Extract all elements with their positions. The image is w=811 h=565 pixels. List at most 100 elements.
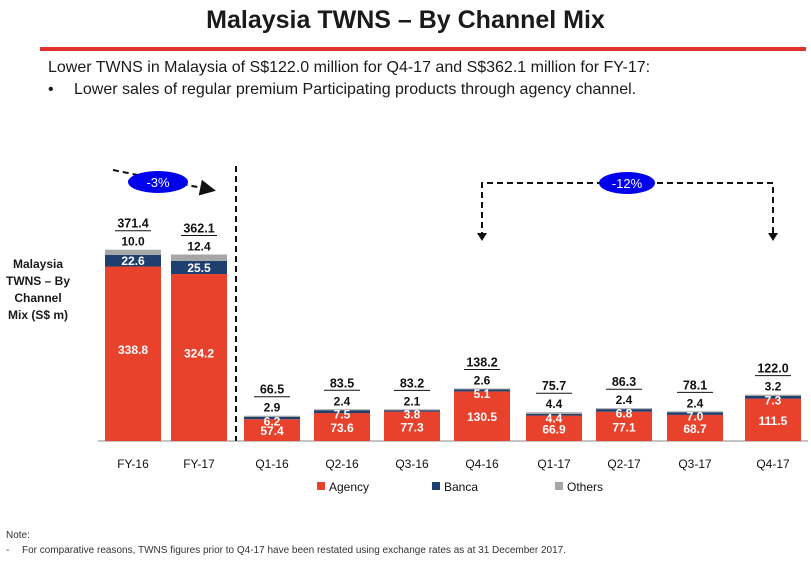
label-total-Q3-17: 78.1 xyxy=(683,378,707,392)
bar-others-Q2-17 xyxy=(596,408,652,410)
legend-swatch-banca xyxy=(432,482,440,490)
label-agency-Q2-16: 73.6 xyxy=(330,421,354,435)
label-total-Q4-16: 138.2 xyxy=(466,355,497,369)
tick-label-FY-16: FY-16 xyxy=(117,457,149,471)
label-others-Q2-16: 2.4 xyxy=(334,394,351,408)
tick-label-Q4-16: Q4-16 xyxy=(465,457,499,471)
label-banca-FY-16: 22.6 xyxy=(121,254,145,268)
headline-text: Lower TWNS in Malaysia of S$122.0 millio… xyxy=(48,59,651,76)
note-body: For comparative reasons, TWNS figures pr… xyxy=(22,545,566,556)
legend-swatch-others xyxy=(555,482,563,490)
label-others-Q1-16: 2.9 xyxy=(264,401,281,415)
quarterly-change-badge xyxy=(599,172,655,194)
bar-others-Q4-17 xyxy=(745,394,801,396)
bar-others-Q2-16 xyxy=(314,409,370,411)
bar-banca-Q1-17 xyxy=(526,413,582,416)
bar-agency-Q2-17 xyxy=(596,411,652,441)
title-rule xyxy=(40,47,806,51)
label-total-Q3-16: 83.2 xyxy=(400,376,424,390)
label-others-FY-17: 12.4 xyxy=(187,240,211,254)
label-others-Q3-16: 2.1 xyxy=(404,394,421,408)
tick-label-Q1-17: Q1-17 xyxy=(537,457,571,471)
bar-banca-FY-17 xyxy=(171,260,227,275)
label-agency-Q3-17: 68.7 xyxy=(683,422,707,436)
legend-swatch-agency xyxy=(317,482,325,490)
label-banca-Q3-16: 3.8 xyxy=(404,408,421,422)
bullet-item: • Lower sales of regular premium Particip… xyxy=(48,81,636,99)
bar-others-Q3-17 xyxy=(667,411,723,413)
tick-label-Q1-16: Q1-16 xyxy=(255,457,289,471)
bar-agency-Q1-17 xyxy=(526,415,582,441)
bar-agency-FY-16 xyxy=(105,266,161,441)
y-axis-label: Malaysia TWNS – By Channel Mix (S$ m) xyxy=(5,257,70,322)
page-title: Malaysia TWNS – By Channel Mix xyxy=(206,6,605,34)
tick-label-Q2-16: Q2-16 xyxy=(325,457,359,471)
bar-others-Q3-16 xyxy=(384,409,440,411)
label-agency-Q4-17: 111.5 xyxy=(759,414,788,428)
label-banca-Q4-17: 7.3 xyxy=(765,393,782,407)
bullet-dot: • xyxy=(48,81,54,98)
bar-banca-Q2-17 xyxy=(596,409,652,412)
label-banca-Q1-17: 4.4 xyxy=(546,411,563,425)
label-total-Q2-17: 86.3 xyxy=(612,375,636,389)
bar-banca-Q3-17 xyxy=(667,412,723,415)
label-total-FY-17: 362.1 xyxy=(183,222,214,236)
annual-change-badge xyxy=(128,171,188,193)
label-agency-FY-17: 324.2 xyxy=(184,347,214,361)
bullet-text: Lower sales of regular premium Participa… xyxy=(74,81,637,98)
bar-agency-Q2-16 xyxy=(314,413,370,441)
tick-label-Q4-17: Q4-17 xyxy=(756,457,790,471)
bracket-arrow-right xyxy=(768,233,778,241)
bar-banca-Q4-17 xyxy=(745,395,801,399)
label-banca-Q4-16: 5.1 xyxy=(474,387,491,401)
label-agency-Q2-17: 77.1 xyxy=(612,420,636,434)
tick-label-Q2-17: Q2-17 xyxy=(607,457,641,471)
bar-others-Q1-17 xyxy=(526,412,582,414)
label-total-Q2-16: 83.5 xyxy=(330,376,354,390)
bar-banca-FY-16 xyxy=(105,254,161,267)
bar-agency-Q3-16 xyxy=(384,411,440,441)
bar-others-FY-16 xyxy=(105,249,161,255)
bracket-arrow-left xyxy=(477,233,487,241)
annual-change-label: -3% xyxy=(146,175,170,190)
legend-label-others: Others xyxy=(567,480,603,494)
bar-others-FY-17 xyxy=(171,254,227,261)
label-agency-Q1-17: 66.9 xyxy=(542,422,566,436)
label-others-FY-16: 10.0 xyxy=(121,235,145,249)
bar-agency-FY-17 xyxy=(171,274,227,441)
bar-agency-Q4-17 xyxy=(745,398,801,441)
bar-agency-Q3-17 xyxy=(667,414,723,441)
label-others-Q1-17: 4.4 xyxy=(546,397,563,411)
bar-banca-Q3-16 xyxy=(384,410,440,412)
quarterly-change-label: -12% xyxy=(612,176,643,191)
note-dash: - xyxy=(6,545,10,556)
legend-label-banca: Banca xyxy=(444,480,478,494)
note-title: Note: xyxy=(6,530,30,541)
label-total-FY-16: 371.4 xyxy=(117,217,148,231)
label-others-Q4-17: 3.2 xyxy=(765,380,782,394)
label-banca-Q2-17: 6.8 xyxy=(616,407,633,421)
bar-agency-Q1-16 xyxy=(244,419,300,441)
tick-label-FY-17: FY-17 xyxy=(183,457,215,471)
label-others-Q2-17: 2.4 xyxy=(616,393,633,407)
label-others-Q3-17: 2.4 xyxy=(687,396,704,410)
bar-others-Q1-16 xyxy=(244,415,300,417)
tick-label-Q3-17: Q3-17 xyxy=(678,457,712,471)
label-total-Q1-16: 66.5 xyxy=(260,383,284,397)
legend-label-agency: Agency xyxy=(329,480,369,494)
label-agency-Q1-16: 57.4 xyxy=(260,424,284,438)
label-banca-FY-17: 25.5 xyxy=(187,261,211,275)
label-banca-Q2-16: 7.5 xyxy=(334,408,351,422)
label-banca-Q3-17: 7.0 xyxy=(687,410,704,424)
bar-banca-Q4-16 xyxy=(454,389,510,392)
tick-label-Q3-16: Q3-16 xyxy=(395,457,429,471)
label-others-Q4-16: 2.6 xyxy=(474,373,491,387)
bar-banca-Q1-16 xyxy=(244,416,300,420)
label-agency-Q3-16: 77.3 xyxy=(400,420,424,434)
note-text: - For comparative reasons, TWNS figures p… xyxy=(6,545,566,556)
bar-others-Q4-16 xyxy=(454,388,510,390)
label-total-Q4-17: 122.0 xyxy=(757,362,788,376)
label-total-Q1-17: 75.7 xyxy=(542,379,566,393)
label-agency-Q4-16: 130.5 xyxy=(467,410,497,424)
